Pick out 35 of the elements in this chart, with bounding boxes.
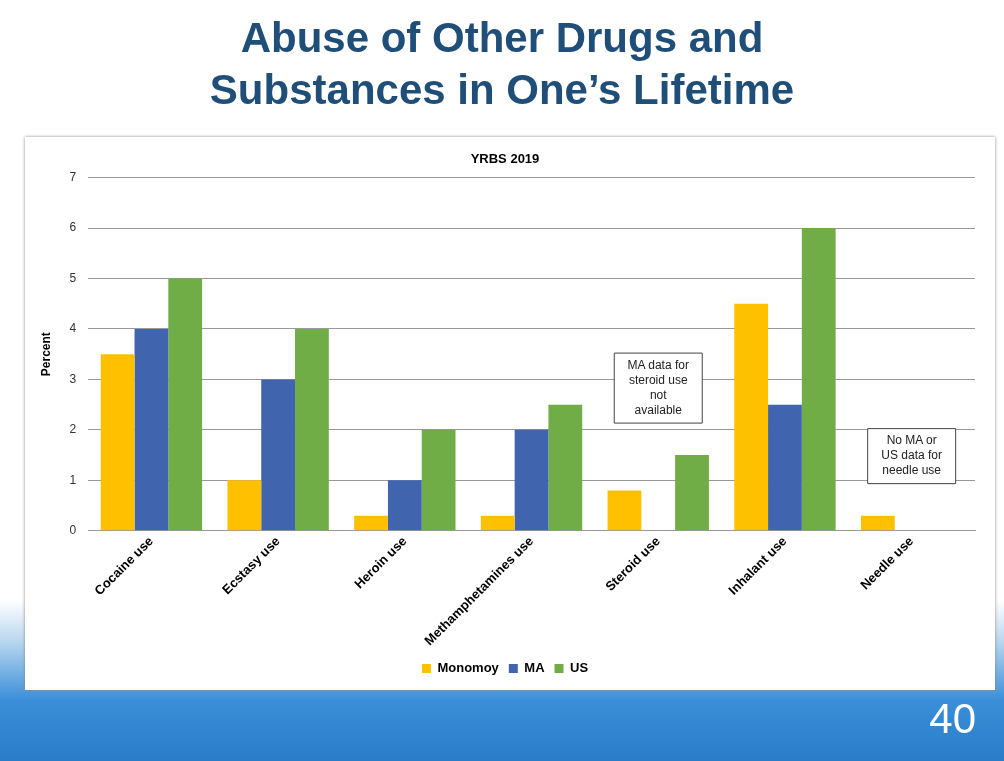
chart-subtitle: YRBS 2019 [470,151,540,167]
bar [387,480,422,531]
bar [354,515,388,531]
bar [168,278,203,531]
y-tick-label: 0 [69,523,77,538]
y-tick-label: 3 [69,371,77,386]
annotation: No MA or US data for needle use [881,433,942,478]
bar [514,429,549,531]
bar [100,354,135,531]
legend-label: MA [524,660,546,676]
bar [548,404,583,531]
bar [261,379,296,531]
text: 40 [929,695,976,743]
y-axis-title: Percent [38,332,53,377]
bar [227,480,262,531]
chart-title: Abuse of Other Drugs and Substances in One’s Lifetime [208,13,796,115]
y-tick-label: 5 [69,270,77,285]
bar [607,490,642,531]
y-tick-label: 1 [69,472,77,487]
y-tick-label: 4 [69,321,77,336]
bar [801,228,836,531]
bar [675,455,709,531]
bar [480,515,515,531]
bar [134,328,169,531]
bar [860,515,895,531]
annotation: MA data for steroid use not available [627,357,689,417]
bar [734,303,769,531]
bar [295,328,329,531]
bar [421,429,456,531]
legend-label: US [570,660,589,676]
bar [768,404,802,531]
legend-label: Monomoy [437,660,500,676]
y-tick-label: 7 [69,169,77,184]
y-tick-label: 2 [69,422,77,437]
y-tick-label: 6 [69,220,77,235]
